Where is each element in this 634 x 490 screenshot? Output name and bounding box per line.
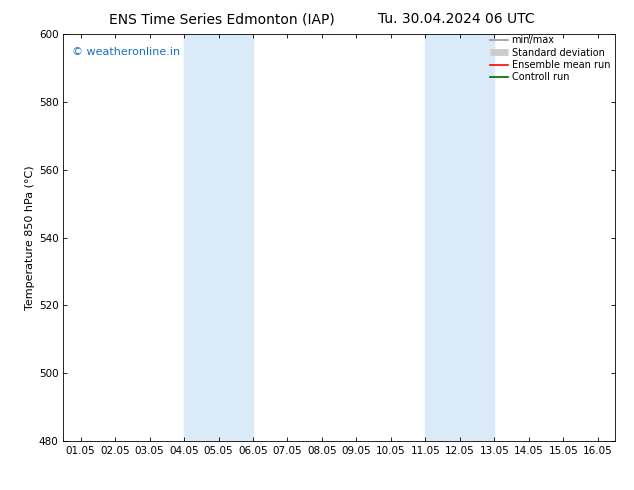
Text: Tu. 30.04.2024 06 UTC: Tu. 30.04.2024 06 UTC xyxy=(378,12,535,26)
Text: ENS Time Series Edmonton (IAP): ENS Time Series Edmonton (IAP) xyxy=(109,12,335,26)
Text: © weatheronline.in: © weatheronline.in xyxy=(72,47,180,56)
Y-axis label: Temperature 850 hPa (°C): Temperature 850 hPa (°C) xyxy=(25,165,35,310)
Bar xyxy=(425,34,495,441)
Legend: min/max, Standard deviation, Ensemble mean run, Controll run: min/max, Standard deviation, Ensemble me… xyxy=(490,35,610,82)
Bar xyxy=(184,34,253,441)
